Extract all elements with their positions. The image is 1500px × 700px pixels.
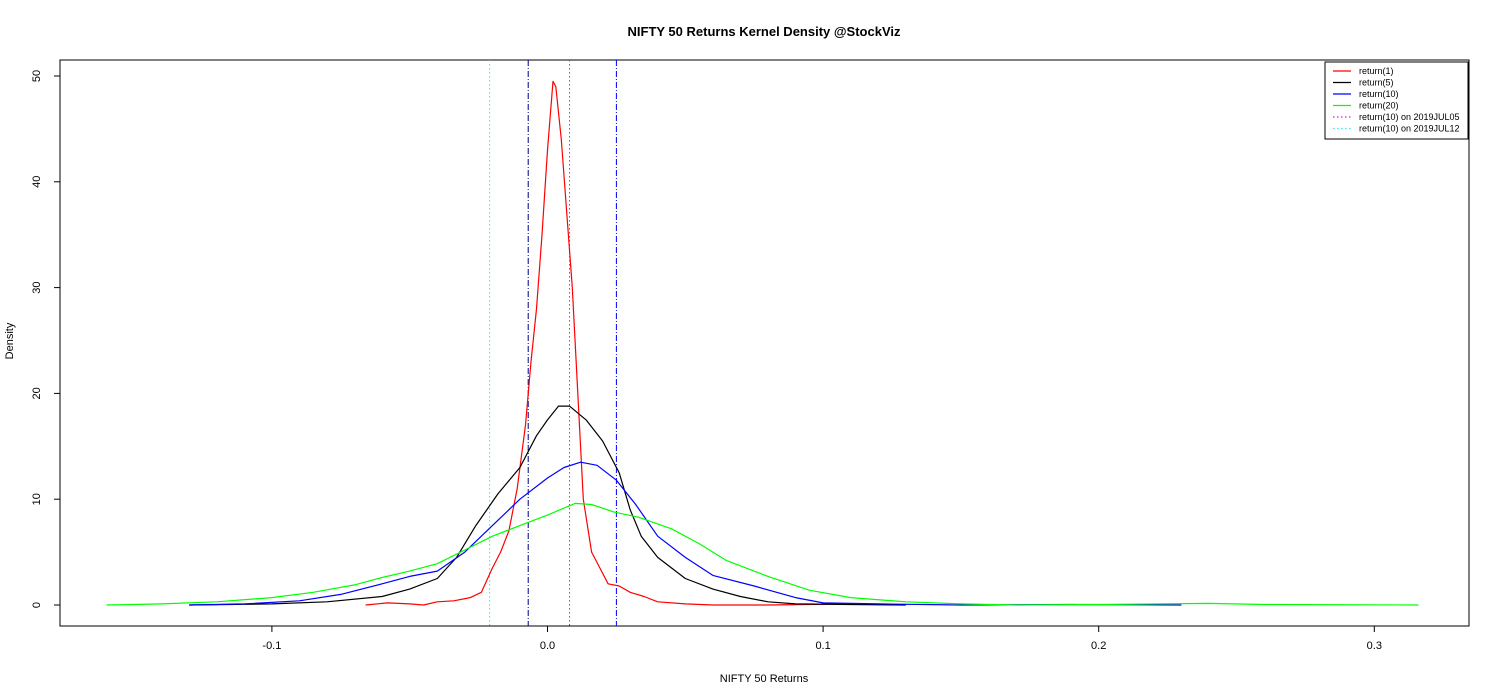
reference-lines bbox=[489, 60, 617, 626]
density-series bbox=[106, 80, 1419, 606]
legend-label: return(10) bbox=[1359, 89, 1399, 99]
x-tick-label: 0.1 bbox=[815, 640, 830, 652]
chart-title: NIFTY 50 Returns Kernel Density @StockVi… bbox=[628, 24, 902, 39]
x-tick-label: 0.0 bbox=[540, 640, 555, 652]
y-tick-label: 40 bbox=[31, 176, 43, 188]
y-tick-label: 50 bbox=[31, 70, 43, 82]
legend-label: return(10) on 2019JUL12 bbox=[1359, 124, 1460, 134]
x-tick-label: 0.3 bbox=[1367, 640, 1382, 652]
series-line bbox=[189, 461, 1182, 606]
legend: return(1)return(5)return(10)return(20)re… bbox=[1324, 61, 1469, 140]
y-axis-label: Density bbox=[4, 322, 16, 359]
x-axis-label: NIFTY 50 Returns bbox=[720, 673, 809, 685]
y-tick-label: 20 bbox=[31, 387, 43, 399]
series-line bbox=[106, 502, 1419, 606]
x-tick-label: 0.2 bbox=[1091, 640, 1106, 652]
y-tick-label: 0 bbox=[31, 602, 43, 608]
y-tick-label: 30 bbox=[31, 281, 43, 293]
y-axis: 0 10 20 30 40 50 bbox=[31, 70, 60, 608]
series-line bbox=[365, 80, 851, 606]
series-line bbox=[189, 405, 906, 606]
legend-label: return(10) on 2019JUL05 bbox=[1359, 112, 1460, 122]
legend-label: return(1) bbox=[1359, 66, 1394, 76]
x-axis: -0.1 0.0 0.1 0.2 0.3 bbox=[262, 626, 1382, 652]
x-tick-label: -0.1 bbox=[262, 640, 281, 652]
legend-label: return(20) bbox=[1359, 101, 1399, 111]
legend-label: return(5) bbox=[1359, 78, 1394, 88]
plot-frame bbox=[59, 59, 1470, 627]
legend-box bbox=[1324, 61, 1469, 140]
y-tick-label: 10 bbox=[31, 493, 43, 505]
